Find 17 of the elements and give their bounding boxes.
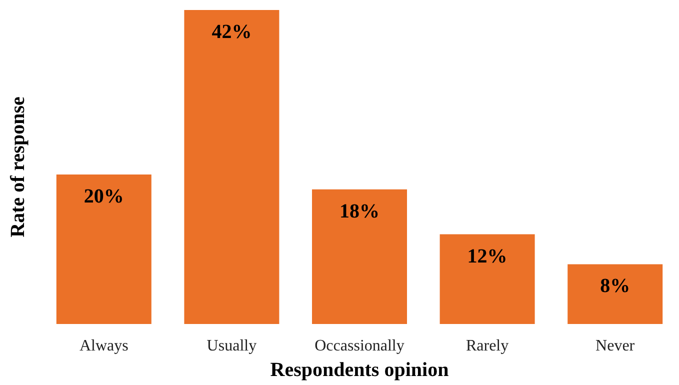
x-tick-label: Occassionally xyxy=(314,338,404,354)
x-axis-title: Respondents opinion xyxy=(270,359,449,381)
data-label: 20% xyxy=(84,185,124,208)
data-label: 8% xyxy=(600,275,630,298)
x-tick-label: Never xyxy=(596,338,636,354)
x-tick-label: Usually xyxy=(206,338,257,354)
y-axis-title: Rate of response xyxy=(7,96,29,238)
data-label: 12% xyxy=(467,245,508,268)
bar xyxy=(312,189,407,324)
bar xyxy=(184,10,280,324)
data-label: 18% xyxy=(340,200,380,222)
bar xyxy=(440,234,535,324)
bar xyxy=(568,264,663,324)
x-tick-label: Rarely xyxy=(466,338,509,354)
bar xyxy=(56,174,152,324)
x-tick-label: Always xyxy=(79,338,128,354)
data-label: 42% xyxy=(212,21,252,43)
